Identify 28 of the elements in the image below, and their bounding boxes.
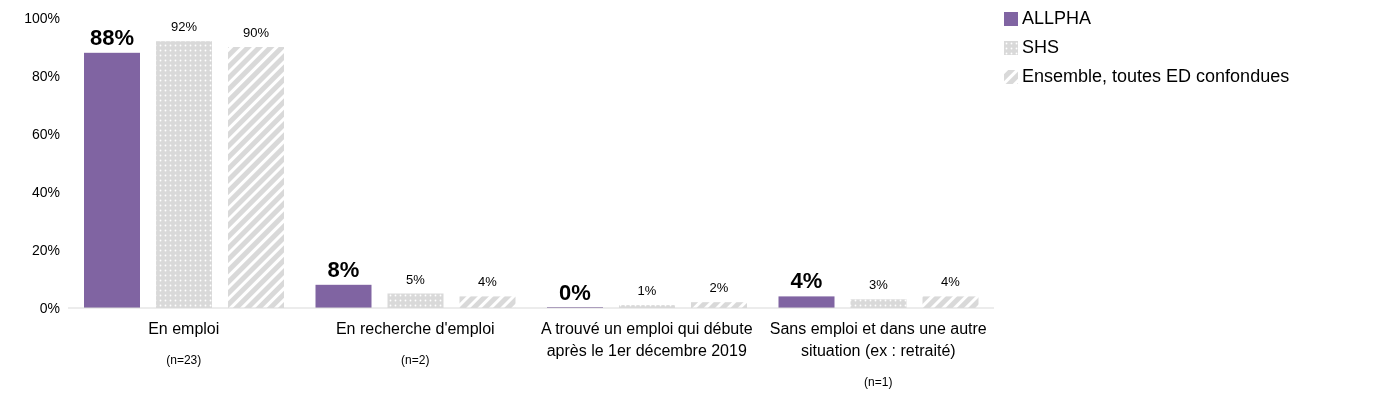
data-label: 4%: [790, 268, 823, 294]
x-tick-label: A trouvé un emploi qui débute après le 1er décembre 2019: [540, 320, 753, 359]
data-label: 4%: [941, 274, 961, 290]
y-tick-label: 80%: [31, 67, 60, 84]
data-label: 5%: [406, 271, 426, 287]
y-tick-label: 40%: [31, 183, 60, 200]
data-label: 2%: [709, 280, 729, 296]
y-tick-label: 60%: [31, 125, 60, 142]
text: (n=1): [864, 375, 893, 389]
data-label: 4%: [478, 274, 498, 290]
text: (n=23): [166, 353, 202, 367]
data-label: 8%: [327, 256, 360, 282]
data-label: 3%: [869, 277, 889, 293]
data-label: 1%: [637, 283, 657, 299]
y-tick-label: 0%: [39, 299, 60, 316]
legend-label: SHS: [1022, 37, 1060, 58]
x-tick-label: En emploi: [148, 320, 220, 337]
data-label: 88%: [89, 24, 135, 50]
legend-label: Ensemble, toutes ED confondues: [1022, 66, 1290, 87]
x-tick-label: Sans emploi et dans une autre situation (ex : retraité): [769, 320, 987, 359]
y-tick-label: 100%: [24, 9, 60, 26]
y-tick-label: 20%: [31, 241, 60, 258]
text: (n=2): [401, 353, 430, 367]
data-label: 0%: [559, 280, 591, 305]
x-tick-label: En recherche d'emploi: [335, 320, 495, 337]
data-label: 90%: [242, 25, 270, 40]
data-label: 92%: [170, 19, 198, 35]
legend-label: ALLPHA: [1022, 8, 1092, 29]
